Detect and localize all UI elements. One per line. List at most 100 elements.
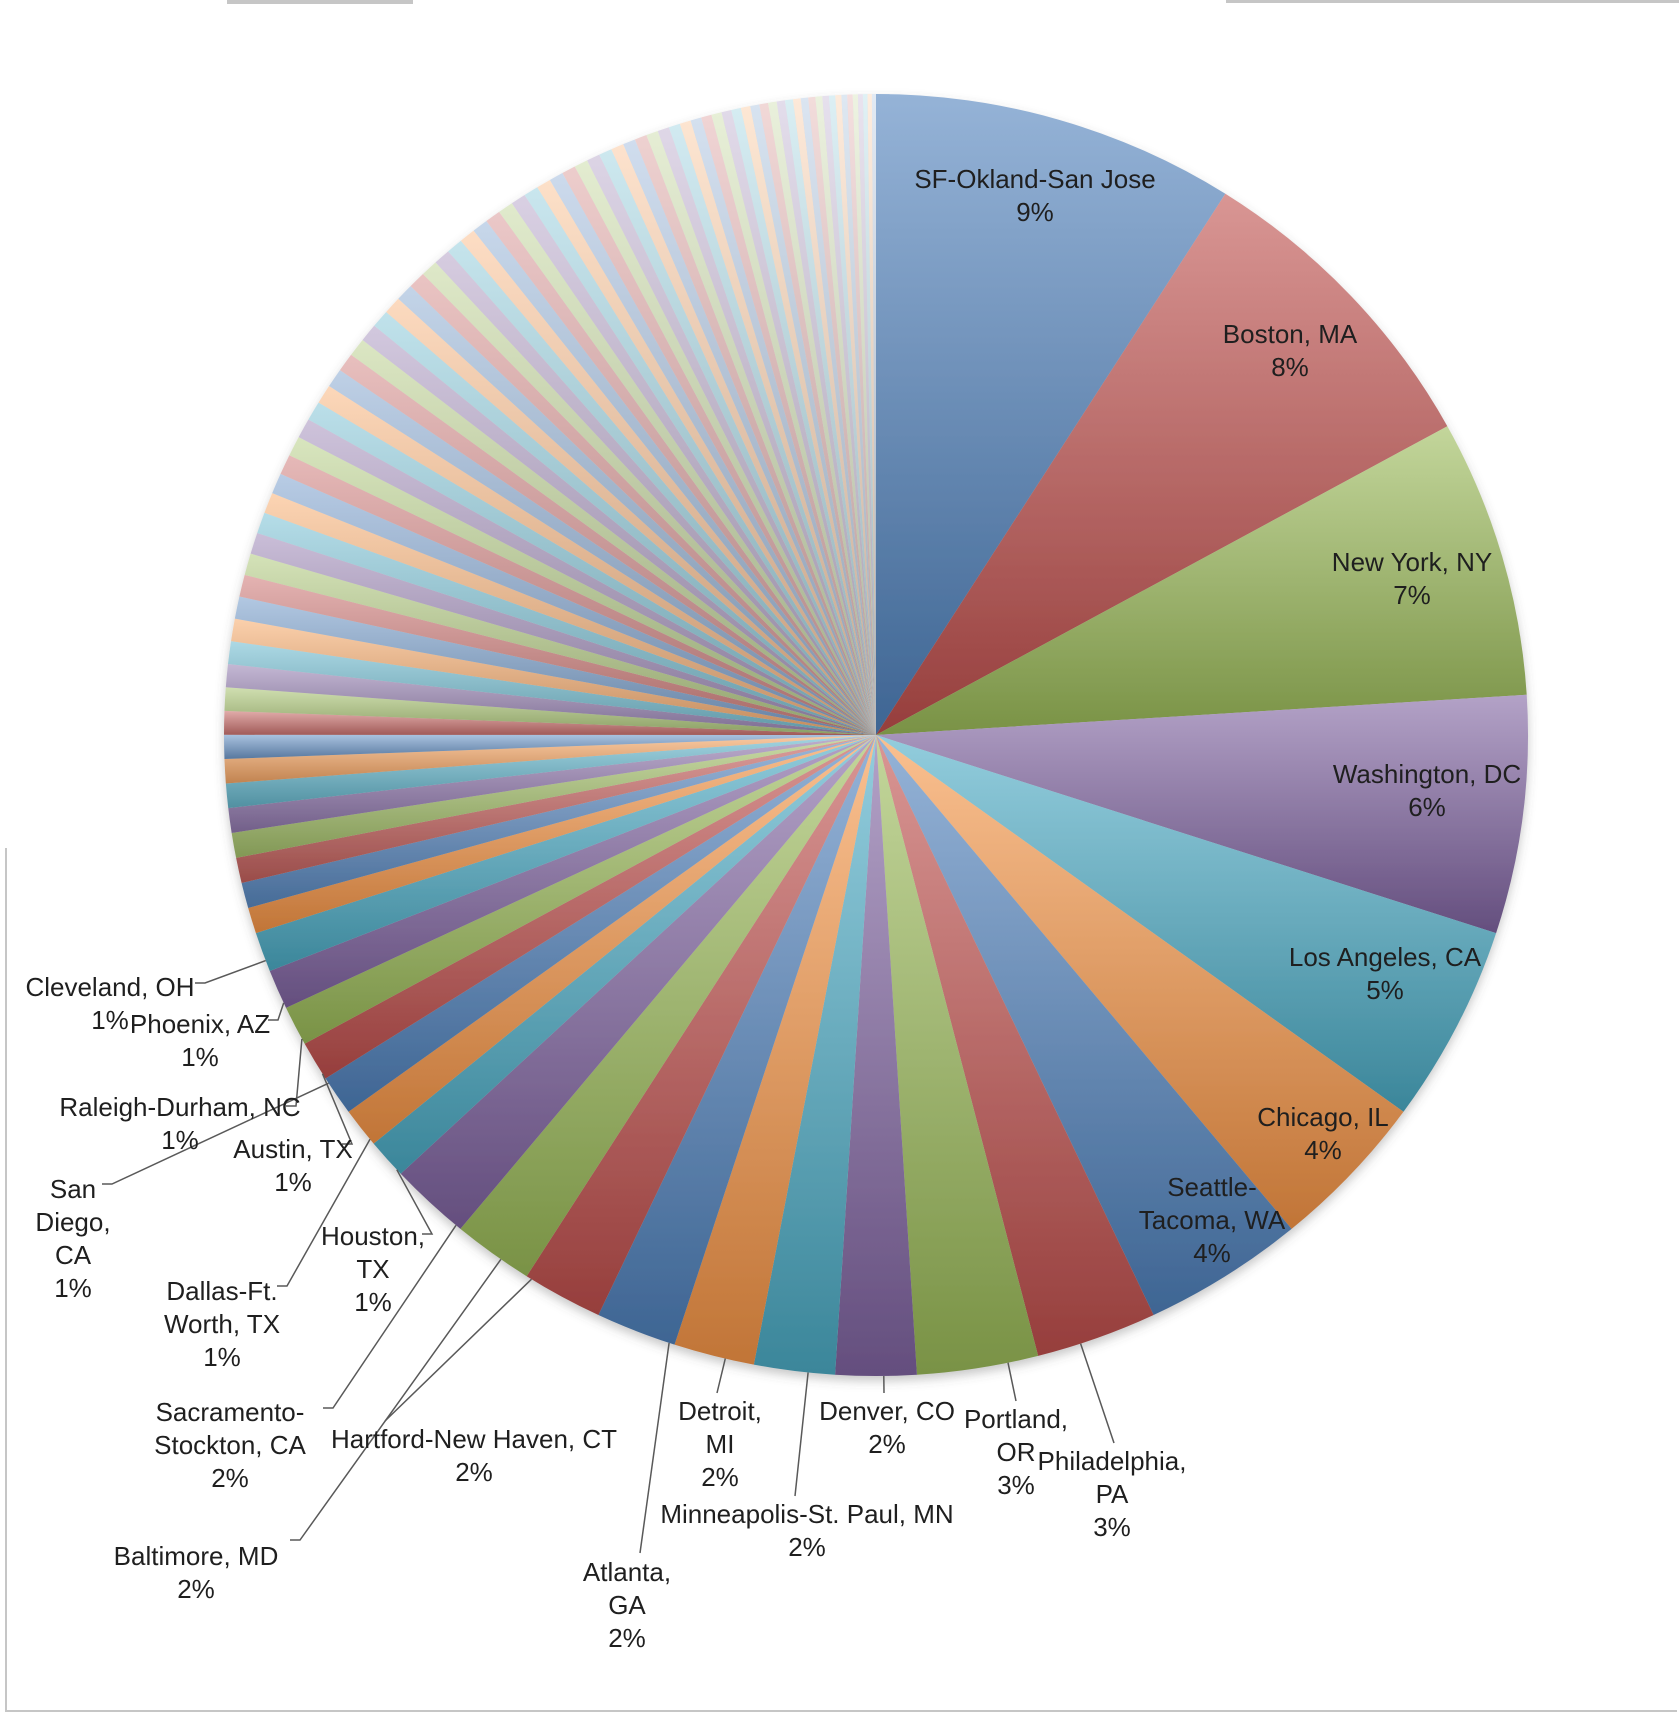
slice-label-line: 5% <box>1366 975 1404 1005</box>
slice-label-line: 2% <box>788 1532 826 1562</box>
pie-slice-other-market <box>224 710 876 735</box>
pie-slice-other-market <box>750 104 876 736</box>
slice-label-houston-tx: Houston, TX 1% <box>321 1220 425 1319</box>
pie-slice-other-market <box>329 370 876 735</box>
slice-label-washington-dc: Washington, DC 6% <box>1333 758 1521 824</box>
pie-slice-other-market <box>524 187 876 736</box>
pie-slice-other-market <box>679 120 876 735</box>
pie-slice-other-market <box>800 97 876 736</box>
pie-slice-other-market <box>374 311 876 735</box>
slice-label-minneapolis-st-paul-mn: Minneapolis-St. Paul, MN 2% <box>660 1498 953 1564</box>
slice-label-line: 2% <box>455 1457 493 1487</box>
pie-slice-other-market <box>231 735 876 858</box>
pie-slice-other-market <box>298 419 876 735</box>
pie-slice-other-market <box>784 99 876 736</box>
pie-slice-other-market <box>318 386 876 735</box>
slice-label-line: Minneapolis-St. Paul, MN <box>660 1499 954 1529</box>
pie-slice-atlanta-ga <box>598 735 876 1345</box>
pie-slice-other-market <box>308 402 876 735</box>
pie-slice-other-market <box>611 144 876 735</box>
pie-slice-other-market <box>634 135 876 736</box>
slice-label-line: Washington, DC <box>1332 759 1522 789</box>
leader-line-austin-tx <box>321 1073 354 1145</box>
leader-line-raleigh-durham-nc <box>286 1038 303 1107</box>
pie-slice-other-market <box>690 117 876 736</box>
slice-label-atlanta-ga: Atlanta, GA 2% <box>583 1556 671 1655</box>
pie-slice-other-market <box>422 262 876 735</box>
slice-label-line: Phoenix, AZ <box>129 1009 271 1039</box>
pie-slice-other-market <box>257 512 877 735</box>
slice-label-line: 4% <box>1304 1135 1342 1165</box>
slice-label-line: Diego, <box>35 1207 111 1237</box>
slice-label-line: CA <box>54 1240 92 1270</box>
pie-slice-other-market <box>759 102 876 736</box>
pie-slice-other-market <box>711 112 876 735</box>
slice-label-line: 1% <box>274 1167 312 1197</box>
pie-slice-philadelphia-pa <box>876 735 1154 1356</box>
slice-label-line: Tacoma, WA <box>1138 1205 1286 1235</box>
pie-slice-other-market <box>272 473 877 735</box>
slice-label-line: Hartford-New Haven, CT <box>330 1424 618 1454</box>
pie-slice-other-market <box>871 93 876 735</box>
pie-slice-baltimore-md <box>460 735 876 1277</box>
slice-label-line: 1% <box>54 1273 92 1303</box>
pie-slice-other-market <box>435 251 876 735</box>
pie-slice-other-market <box>244 553 876 735</box>
pie-slice-other-market <box>398 286 876 735</box>
leader-line-sacramento-stockton-ca <box>323 1224 457 1409</box>
slice-label-dallas-ft-worth-tx: Dallas-Ft. Worth, TX 1% <box>164 1275 280 1374</box>
slice-label-line: Stockton, CA <box>154 1430 306 1460</box>
slice-label-line: Sacramento- <box>155 1397 305 1427</box>
pie-slice-los-angeles-ca <box>876 735 1497 1112</box>
pie-slice-cleveland-oh <box>255 735 876 971</box>
pie-slice-other-market <box>768 101 876 736</box>
pie-slice-sf-okland-san-jose <box>876 94 1226 735</box>
slice-label-line: Cleveland, OH <box>25 972 195 1002</box>
slice-label-detroit-mi: Detroit, MI 2% <box>678 1395 762 1494</box>
slice-label-line: 1% <box>161 1125 199 1155</box>
pie-slice-dallas-ft-worth-tx <box>348 735 876 1144</box>
pie-slice-other-market <box>587 154 876 736</box>
pie-slice-washington-dc <box>876 694 1528 934</box>
pie-slice-detroit-mi <box>674 735 876 1365</box>
pie-slice-other-market <box>224 687 876 735</box>
slice-label-line: 3% <box>1093 1512 1131 1542</box>
pie-slice-new-york-ny <box>876 426 1527 735</box>
pie-slice-austin-tx <box>304 735 876 1079</box>
pie-slice-other-market <box>808 96 876 735</box>
slice-label-sf-okland-san-jose: SF-Okland-San Jose 9% <box>914 163 1155 229</box>
leader-line-san-diego-ca <box>102 1082 329 1185</box>
slice-label-line: Philadelphia, <box>1037 1446 1187 1476</box>
slice-label-line: San <box>49 1174 97 1204</box>
pie-slice-other-market <box>574 160 876 736</box>
pie-slice-sacramento-stockton-ca <box>400 735 876 1229</box>
pie-slice-other-market <box>841 94 876 735</box>
slice-label-line: 1% <box>203 1342 241 1372</box>
pie-slice-other-market <box>646 130 876 736</box>
slice-label-hartford-new-haven-ct: Hartford-New Haven, CT 2% <box>331 1423 617 1489</box>
slice-label-new-york-ny: New York, NY 7% <box>1332 546 1492 612</box>
pie-slice-portland-or <box>876 735 1039 1375</box>
pie-slice-other-market <box>225 663 876 735</box>
pie-slice-other-market <box>223 734 876 760</box>
pie-slice-other-market <box>499 203 876 735</box>
chart-frame-bottom-border <box>5 1710 1677 1712</box>
pie-slice-other-market <box>228 735 876 833</box>
pie-slice-phoenix-az <box>269 735 876 1008</box>
pie-slice-other-market <box>264 493 876 735</box>
slice-label-chicago-il: Chicago, IL 4% <box>1257 1101 1389 1167</box>
slice-label-line: GA <box>608 1590 646 1620</box>
pie-slice-other-market <box>241 735 877 909</box>
slice-label-line: Worth, TX <box>163 1309 281 1339</box>
pie-slice-chicago-il <box>876 735 1404 1229</box>
slice-label-line: 4% <box>1193 1238 1231 1268</box>
slice-label-line: 2% <box>868 1429 906 1459</box>
slice-label-austin-tx: Austin, TX 1% <box>233 1133 352 1199</box>
pie-slice-other-market <box>657 127 876 735</box>
pie-slice-other-market <box>623 139 876 735</box>
leader-line-baltimore-md <box>290 1258 502 1541</box>
chart-frame-top-right-bar <box>1226 0 1679 3</box>
slice-label-line: 2% <box>701 1462 739 1492</box>
slice-label-line: Raleigh-Durham, NC <box>59 1092 301 1122</box>
